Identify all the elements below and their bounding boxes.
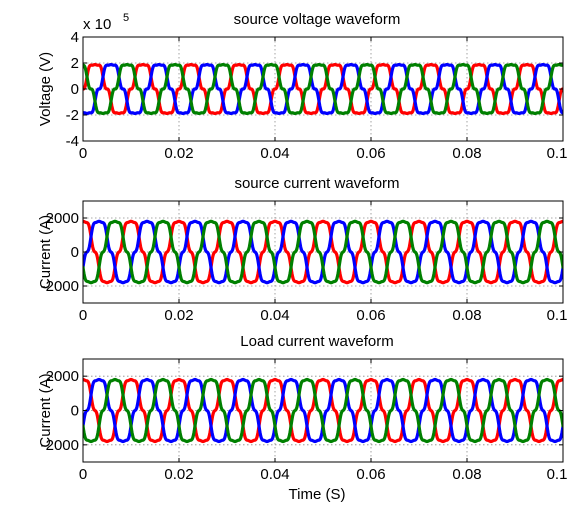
series-line-3	[83, 377, 563, 444]
x-tick-label: 0.1	[547, 145, 568, 162]
x-tick-label: 0.08	[452, 145, 481, 162]
y-exponent-power: 5	[123, 12, 129, 24]
series-group	[83, 62, 563, 116]
series-line-1	[83, 62, 563, 116]
x-tick-label: 0.1	[547, 466, 568, 483]
series-group	[83, 219, 563, 285]
series-line-3	[83, 219, 563, 285]
series-group	[83, 377, 563, 444]
y-tick-label: -2000	[41, 278, 79, 295]
y-tick-label: 0	[71, 244, 79, 261]
x-tick-label: 0.02	[164, 307, 193, 324]
y-tick-label: -2000	[41, 437, 79, 454]
x-tick-label: 0.06	[356, 145, 385, 162]
x-tick-label: 0.04	[260, 145, 289, 162]
y-tick-label: 2000	[46, 368, 79, 385]
y-tick-label: 2000	[46, 210, 79, 227]
series-line-3	[83, 62, 563, 116]
y-tick-label: 4	[71, 29, 79, 46]
x-tick-label: 0.02	[164, 466, 193, 483]
chart-title: Load current waveform	[240, 333, 393, 350]
x-tick-label: 0.1	[547, 307, 568, 324]
chart-title: source current waveform	[234, 175, 399, 192]
x-tick-label: 0.08	[452, 466, 481, 483]
x-tick-label: 0.06	[356, 307, 385, 324]
y-axis-label: Current (A)	[37, 215, 54, 289]
x-tick-label: 0	[79, 307, 87, 324]
x-tick-label: 0.04	[260, 466, 289, 483]
y-exponent-label: x 10	[83, 16, 111, 33]
x-tick-label: 0	[79, 466, 87, 483]
y-tick-label: -2	[66, 107, 79, 124]
y-tick-label: -4	[66, 133, 79, 150]
y-axis-label: Current (A)	[37, 373, 54, 447]
y-axis-label: Voltage (V)	[37, 52, 54, 126]
y-tick-label: 0	[71, 403, 79, 420]
x-tick-label: 0.04	[260, 307, 289, 324]
series-line-2	[83, 62, 563, 116]
x-axis-label: Time (S)	[289, 486, 346, 503]
x-tick-label: 0	[79, 145, 87, 162]
chart-title: source voltage waveform	[234, 11, 401, 28]
y-tick-label: 0	[71, 81, 79, 98]
y-tick-label: 2	[71, 55, 79, 72]
x-tick-label: 0.06	[356, 466, 385, 483]
x-tick-label: 0.08	[452, 307, 481, 324]
chart-panel-1: 0 0.02 0.04 0.06 0.08 0.1 4 2 0 -2 -4 source voltag…	[37, 11, 567, 162]
x-tick-label: 0.02	[164, 145, 193, 162]
